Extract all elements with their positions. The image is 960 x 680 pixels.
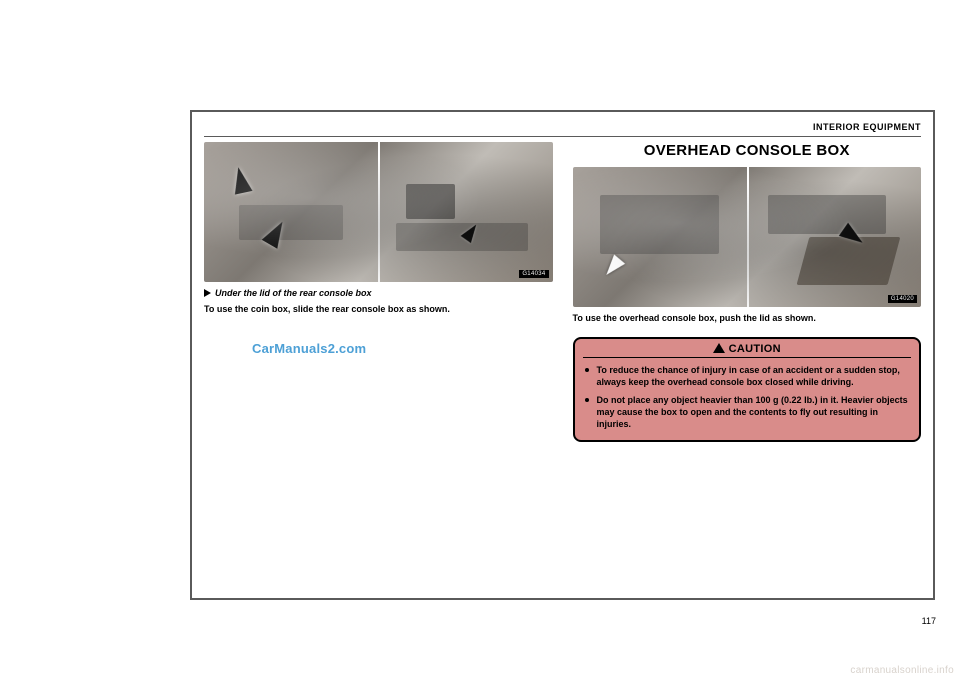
arrow-icon <box>229 166 252 195</box>
console-shape <box>239 205 344 240</box>
console-buttons <box>406 184 455 219</box>
caution-item-text: To reduce the chance of injury in case o… <box>597 364 910 388</box>
overhead-box-open <box>796 237 899 285</box>
watermark-mid: CarManuals2.com <box>252 341 366 356</box>
left-caption-italic: Under the lid of the rear console box <box>215 288 372 298</box>
bullet-icon <box>585 368 589 372</box>
left-caption-bold: To use the coin box, slide the rear cons… <box>204 304 553 316</box>
caution-item-text: Do not place any object heavier than 100… <box>597 394 910 430</box>
photo-divider <box>747 167 749 307</box>
warning-triangle-icon <box>713 343 725 353</box>
header-rule <box>204 136 921 137</box>
left-photo-wrap: G14034 <box>204 142 553 282</box>
triangle-bullet-icon <box>204 289 211 297</box>
bullet-icon <box>585 398 589 402</box>
arrow-icon <box>261 218 290 250</box>
right-photo: G14020 <box>573 167 922 307</box>
photo-divider <box>378 142 380 282</box>
caution-item: Do not place any object heavier than 100… <box>585 394 910 430</box>
page-header: INTERIOR EQUIPMENT <box>813 122 921 132</box>
overhead-console-shape <box>600 195 718 254</box>
page-number: 117 <box>922 616 936 626</box>
left-photo: G14034 <box>204 142 553 282</box>
overhead-console-shape <box>768 195 886 234</box>
right-photo-wrap: G14020 <box>573 167 922 307</box>
arrow-icon <box>601 254 625 279</box>
caution-title: CAUTION <box>575 339 920 357</box>
image-label: G14034 <box>519 270 548 278</box>
watermark-bottom: carmanualsonline.info <box>850 665 954 676</box>
arrow-icon <box>460 221 481 243</box>
caution-box: CAUTION To reduce the chance of injury i… <box>573 337 922 443</box>
image-label: G14020 <box>888 295 917 303</box>
caution-item: To reduce the chance of injury in case o… <box>585 364 910 388</box>
left-column: G14034 Under the lid of the rear console… <box>204 142 553 588</box>
caution-title-text: CAUTION <box>729 343 781 355</box>
console-shape <box>396 223 528 251</box>
right-caption-bold: To use the overhead console box, push th… <box>573 313 922 325</box>
page-body: G14034 Under the lid of the rear console… <box>204 142 921 588</box>
left-caption-line: Under the lid of the rear console box <box>204 288 553 298</box>
caution-body: To reduce the chance of injury in case o… <box>575 358 920 441</box>
right-column: OVERHEAD CONSOLE BOX G14020 To use the o… <box>573 142 922 588</box>
arrow-icon <box>839 223 867 250</box>
section-title: OVERHEAD CONSOLE BOX <box>573 142 922 159</box>
